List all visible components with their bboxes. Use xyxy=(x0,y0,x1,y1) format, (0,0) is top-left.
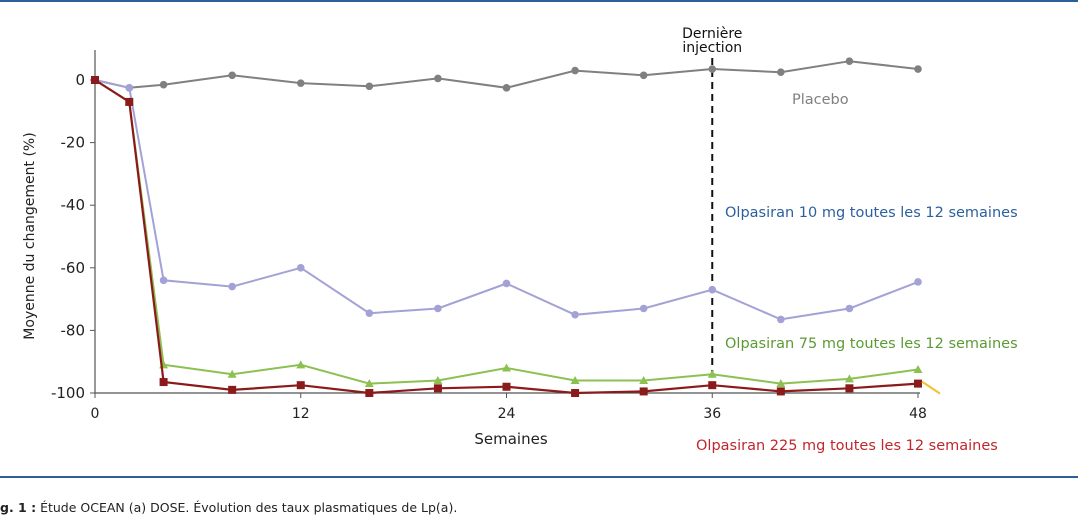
data-point xyxy=(914,65,922,73)
data-point xyxy=(433,384,442,393)
top-rule xyxy=(0,0,1078,2)
line-chart: 0 -20 -40 -60 -80 -100 0 12 24 36 48 Dernièreinjec… xyxy=(22,26,1018,454)
data-point xyxy=(776,379,786,388)
series-label-0: Placebo xyxy=(792,92,849,108)
data-point xyxy=(639,71,648,80)
series-line xyxy=(94,79,919,395)
data-point xyxy=(365,309,374,317)
series-0 xyxy=(91,57,922,92)
data-point xyxy=(845,384,854,393)
series-line xyxy=(94,60,919,89)
y-tick-label: -20 xyxy=(61,134,86,152)
data-point xyxy=(639,304,648,313)
data-point xyxy=(228,385,237,394)
series-label-1: Olpasiran 10 mg toutes les 12 semaines xyxy=(725,205,1018,221)
y-tick-label: -100 xyxy=(51,384,85,402)
data-point xyxy=(434,304,442,313)
data-point xyxy=(159,80,168,89)
x-tick-label: 24 xyxy=(498,406,516,422)
y-tick-label: -80 xyxy=(61,321,86,339)
chart-series xyxy=(90,57,941,397)
caption-prefix: g. 1 : xyxy=(0,500,37,515)
figure-caption: g. 1 : Étude OCEAN (a) DOSE. Évolution d… xyxy=(0,500,457,515)
data-point xyxy=(365,389,374,397)
data-point xyxy=(914,278,922,286)
series-1 xyxy=(91,76,922,324)
data-point xyxy=(434,74,442,83)
y-tick-label: -40 xyxy=(61,196,86,214)
data-point xyxy=(125,84,134,92)
data-point xyxy=(159,378,168,387)
series-line xyxy=(94,79,919,321)
series-line xyxy=(94,79,919,385)
data-point xyxy=(296,264,305,272)
y-tick-label: 0 xyxy=(75,71,85,89)
data-point xyxy=(228,282,236,291)
data-point xyxy=(571,66,579,75)
data-point xyxy=(571,389,580,397)
data-point xyxy=(91,76,99,84)
data-point xyxy=(707,369,717,378)
x-tick-label: 48 xyxy=(909,406,927,422)
data-point xyxy=(777,68,785,76)
series-3 xyxy=(91,76,922,397)
data-point xyxy=(296,79,305,87)
data-point xyxy=(296,381,305,390)
data-point xyxy=(502,363,511,372)
data-point xyxy=(227,369,237,378)
data-point xyxy=(639,375,649,384)
data-point xyxy=(708,65,717,73)
data-point xyxy=(159,276,168,285)
data-point xyxy=(296,360,306,369)
x-tick-label: 0 xyxy=(91,406,100,422)
last-injection-label-line1: Dernière xyxy=(682,26,742,42)
data-point xyxy=(570,375,580,384)
data-point xyxy=(845,304,854,313)
caption-text: Étude OCEAN (a) DOSE. Évolution des taux… xyxy=(36,500,458,515)
trailing-mark xyxy=(921,380,941,395)
series-labels: Placebo Olpasiran 10 mg toutes les 12 sem… xyxy=(696,92,1018,454)
data-point xyxy=(844,374,854,383)
x-tick-label: 12 xyxy=(292,406,310,422)
data-point xyxy=(228,71,236,80)
data-point xyxy=(502,279,511,288)
last-injection-label-line2: injection xyxy=(682,40,742,56)
data-point xyxy=(914,379,922,388)
x-axis-label: Semaines xyxy=(474,430,547,448)
bottom-rule xyxy=(0,476,1078,478)
series-label-3: Olpasiran 225 mg toutes les 12 semaines xyxy=(696,438,998,454)
data-point xyxy=(845,57,854,66)
series-label-2: Olpasiran 75 mg toutes les 12 semaines xyxy=(725,336,1018,352)
data-point xyxy=(776,387,785,396)
y-axis-label: Moyenne du changement (%) xyxy=(22,132,38,339)
x-tick-label: 36 xyxy=(703,406,721,422)
data-point xyxy=(125,97,134,106)
data-point xyxy=(364,379,374,388)
data-point xyxy=(502,382,511,391)
data-point xyxy=(571,310,579,319)
data-point xyxy=(433,375,443,384)
data-point xyxy=(365,82,374,91)
data-point xyxy=(502,84,511,92)
data-point xyxy=(913,365,923,374)
y-tick-label: -60 xyxy=(61,259,86,277)
data-point xyxy=(708,381,717,390)
data-point xyxy=(777,315,785,324)
data-point xyxy=(639,387,648,396)
data-point xyxy=(708,285,717,294)
